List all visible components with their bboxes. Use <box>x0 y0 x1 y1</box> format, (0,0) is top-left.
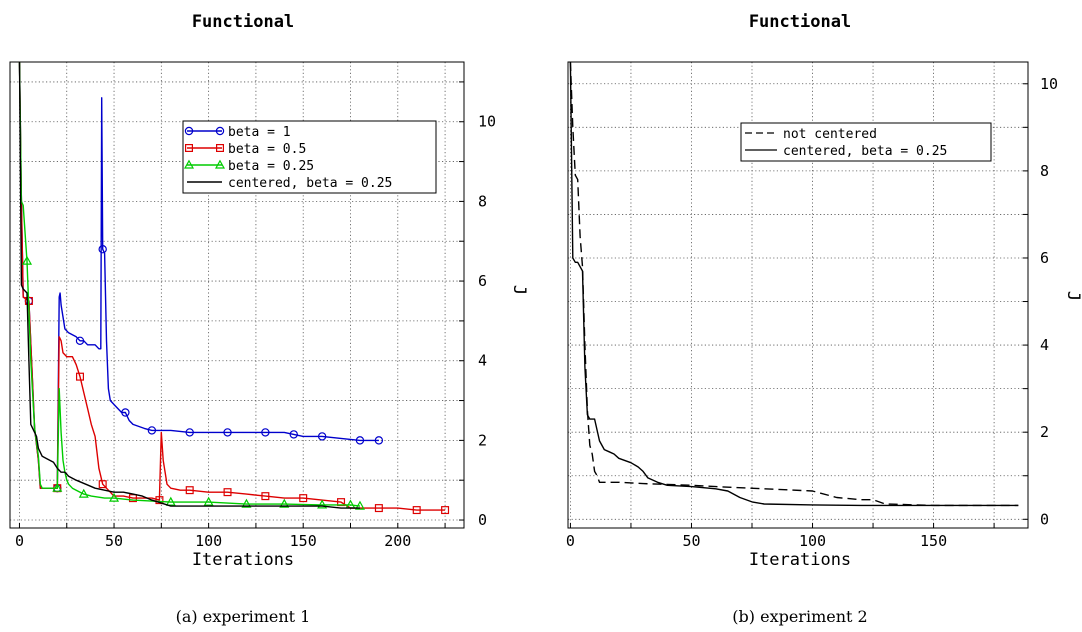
chart-a-legend: beta = 1 beta = 0.5 beta = 0.25 centered… <box>182 120 437 194</box>
chart-a-xtick-200: 200 <box>384 532 411 550</box>
series-line-0 <box>569 61 1019 507</box>
series-0-marker <box>374 436 384 445</box>
chart-a-ytick-4: 4 <box>478 352 487 370</box>
legend-marker-1 <box>216 144 225 153</box>
chart-a-xlabel: Iterations <box>192 550 294 570</box>
series-2-marker <box>165 496 176 506</box>
chart-b-legend-box <box>740 122 992 162</box>
chart-a-legend-label-0: beta = 1 <box>228 125 291 140</box>
series-1-marker <box>75 372 84 381</box>
chart-b-ytick-2: 2 <box>1040 423 1049 441</box>
chart-a-xtick-100: 100 <box>195 532 222 550</box>
chart-b-series <box>569 61 1019 507</box>
chart-b-legend-label-1: centered, beta = 0.25 <box>783 144 947 159</box>
series-1-marker <box>223 488 232 497</box>
chart-b-legend: not centered centered, beta = 0.25 <box>740 122 992 162</box>
legend-marker-1 <box>185 144 194 153</box>
chart-b-grid <box>568 62 1028 528</box>
legend-marker-0 <box>184 126 194 136</box>
legend-marker-0 <box>215 126 225 136</box>
series-0-marker <box>185 428 194 437</box>
chart-b-ytick-4: 4 <box>1040 336 1049 354</box>
series-2-marker <box>52 482 63 492</box>
chart-a-legend-label-3: centered, beta = 0.25 <box>228 176 392 191</box>
legend-marker-2 <box>214 159 226 169</box>
series-1-marker <box>98 480 107 489</box>
chart-a-frame <box>9 61 465 529</box>
chart-b-ytick-0: 0 <box>1040 510 1049 528</box>
series-line-3 <box>18 61 360 509</box>
series-line-1 <box>569 61 1019 507</box>
chart-b: Functional 0 50 100 150 0 2 4 6 8 10 Ite… <box>566 12 1082 626</box>
chart-a-legend-box <box>182 120 437 194</box>
series-1-marker <box>261 492 270 501</box>
chart-b-y-axis: 0 2 4 6 8 10 <box>1040 75 1058 529</box>
series-0-marker <box>289 430 298 439</box>
chart-b-caption: (b) experiment 2 <box>732 607 867 626</box>
chart-b-xtick-50: 50 <box>682 532 700 550</box>
series-2-marker <box>203 496 214 506</box>
series-1-marker <box>299 494 308 503</box>
chart-b-ylabel: J <box>1063 291 1082 301</box>
series-1-marker <box>441 506 450 515</box>
chart-b-x-axis: 0 50 100 150 <box>566 532 947 550</box>
series-0-marker <box>147 426 157 435</box>
chart-a: Functional 0 50 100 150 200 0 2 4 6 8 10… <box>9 12 529 626</box>
chart-a-title: Functional <box>192 12 294 32</box>
chart-b-xtick-100: 100 <box>799 532 826 550</box>
series-2-marker <box>109 492 120 502</box>
series-0-marker <box>75 336 85 346</box>
chart-a-xtick-50: 50 <box>105 532 123 550</box>
chart-b-xlabel: Iterations <box>749 550 851 570</box>
series-0-marker <box>261 428 270 437</box>
series-0-marker <box>121 408 130 417</box>
series-1-marker <box>185 486 194 495</box>
chart-a-y-axis: 0 2 4 6 8 10 <box>478 113 496 529</box>
series-2-marker <box>241 498 252 508</box>
chart-b-ytick-10: 10 <box>1040 75 1058 93</box>
chart-a-xtick-150: 150 <box>290 532 317 550</box>
chart-b-frame <box>567 61 1029 529</box>
chart-b-legend-label-0: not centered <box>783 127 877 142</box>
series-2-marker <box>354 500 365 510</box>
chart-a-xtick-0: 0 <box>15 532 24 550</box>
chart-a-ytick-2: 2 <box>478 431 487 449</box>
series-2-marker <box>78 488 89 498</box>
chart-a-legend-label-2: beta = 0.25 <box>228 159 314 174</box>
chart-b-ytick-6: 6 <box>1040 249 1049 267</box>
chart-a-caption: (a) experiment 1 <box>176 607 311 626</box>
series-2-marker <box>317 499 328 509</box>
legend-marker-2 <box>183 159 195 169</box>
series-0-marker <box>355 436 365 445</box>
series-1-marker <box>374 504 383 513</box>
series-0-marker <box>98 244 107 254</box>
chart-a-legend-label-1: beta = 0.5 <box>228 142 306 157</box>
chart-a-ytick-8: 8 <box>478 192 487 210</box>
chart-b-xtick-150: 150 <box>920 532 947 550</box>
chart-a-x-axis: 0 50 100 150 200 <box>15 532 411 550</box>
series-0-marker <box>223 428 232 437</box>
chart-b-ytick-8: 8 <box>1040 162 1049 180</box>
series-2-marker <box>22 255 33 265</box>
series-1-marker <box>155 496 164 505</box>
series-1-marker <box>412 506 421 515</box>
chart-a-ylabel: J <box>509 285 529 295</box>
chart-a-ytick-10: 10 <box>478 113 496 131</box>
chart-b-title: Functional <box>749 12 851 32</box>
series-line-2 <box>18 61 361 507</box>
chart-a-series <box>18 61 450 515</box>
chart-a-ytick-6: 6 <box>478 272 487 290</box>
chart-b-xtick-0: 0 <box>566 532 575 550</box>
chart-a-ytick-0: 0 <box>478 511 487 529</box>
series-0-marker <box>317 432 327 441</box>
series-2-marker <box>279 498 290 508</box>
